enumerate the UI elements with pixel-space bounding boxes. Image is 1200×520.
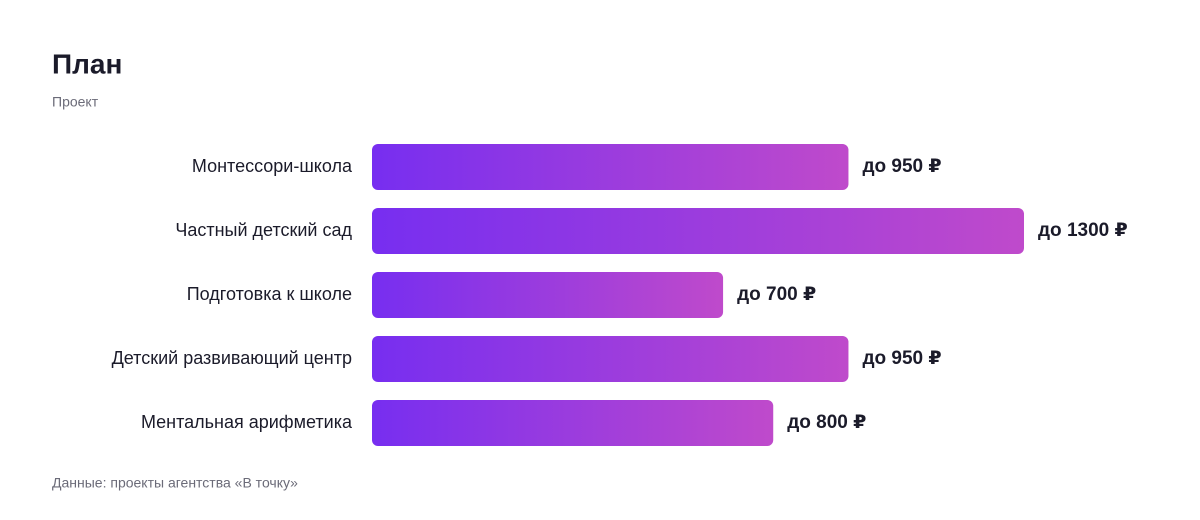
value-label: до 800 ₽	[787, 412, 866, 433]
bar	[372, 272, 724, 318]
bar	[372, 336, 849, 382]
chart-subtitle: Проект	[52, 94, 99, 110]
bar	[372, 400, 774, 446]
value-label: до 950 ₽	[862, 156, 941, 177]
chart-title: План	[52, 48, 122, 79]
category-label: Ментальная арифметика	[141, 412, 353, 432]
bar	[372, 144, 849, 190]
category-label: Монтессори-школа	[192, 156, 353, 176]
category-label: Частный детский сад	[175, 220, 352, 240]
source-note: Данные: проекты агентства «В точку»	[52, 475, 298, 491]
category-label: Подготовка к школе	[187, 284, 352, 304]
value-label: до 1300 ₽	[1038, 220, 1128, 241]
bar	[372, 208, 1024, 254]
value-label: до 700 ₽	[737, 284, 816, 305]
value-label: до 950 ₽	[862, 348, 941, 369]
category-label: Детский развивающий центр	[112, 348, 352, 368]
